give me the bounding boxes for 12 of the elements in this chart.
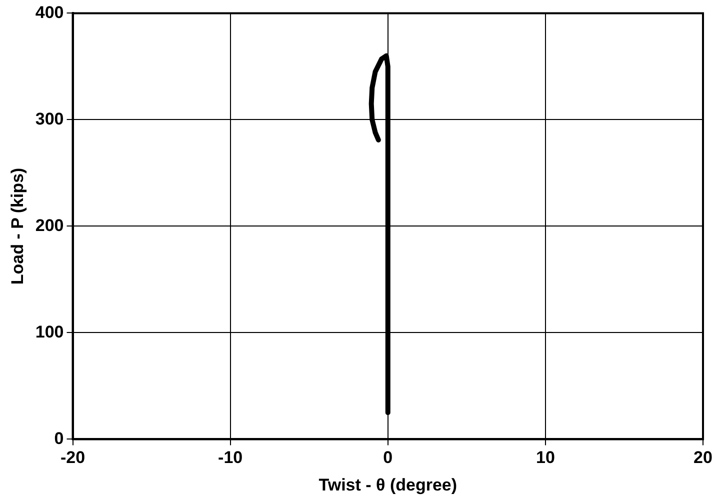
x-tick-label: 0 <box>383 448 393 468</box>
y-tick-label: 300 <box>35 109 64 128</box>
y-tick-label: 200 <box>35 216 64 235</box>
y-tick-label: 0 <box>54 428 64 448</box>
x-tick-label: -20 <box>60 448 86 468</box>
x-tick-label: -10 <box>218 448 243 468</box>
x-tick-label: 20 <box>694 448 712 468</box>
y-tick-label: 100 <box>35 322 64 342</box>
x-tick-label: 10 <box>536 448 555 468</box>
x-axis-title: Twist - θ (degree) <box>318 475 458 494</box>
y-tick-label: 400 <box>35 2 64 22</box>
y-axis-title: Load - P (kips) <box>8 168 27 285</box>
